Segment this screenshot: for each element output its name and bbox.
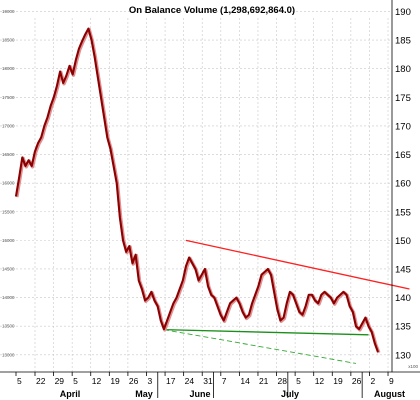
month-label: July (281, 389, 299, 399)
left-tick-label: 13000 (2, 352, 15, 357)
date-tick-label: 5 (73, 376, 78, 386)
month-label: August (374, 389, 405, 399)
date-tick-label: 19 (110, 376, 120, 386)
date-tick-label: 5 (296, 376, 301, 386)
left-tick-label: 16000 (2, 181, 15, 186)
left-tick-label: 17000 (2, 123, 15, 128)
date-tick-label: 12 (92, 376, 102, 386)
date-tick-label: 28 (278, 376, 288, 386)
date-tick-label: 5 (17, 376, 22, 386)
date-tick-label: 29 (55, 376, 65, 386)
left-tick-label: 18000 (2, 66, 15, 71)
right-tick-label: 150 (395, 236, 411, 247)
right-tick-label: 140 (395, 293, 411, 304)
date-tick-label: 26 (129, 376, 139, 386)
left-tick-label: 14000 (2, 295, 15, 300)
date-tick-label: 26 (352, 376, 362, 386)
date-tick-label: 7 (222, 376, 227, 386)
trendline (163, 328, 369, 336)
right-tick-label: 130 (395, 350, 411, 361)
right-tick-label: 170 (395, 121, 411, 132)
month-label: April (60, 389, 81, 399)
date-tick-label: 24 (185, 376, 195, 386)
left-tick-label: 15500 (2, 209, 15, 214)
dashed-trendline (163, 329, 357, 364)
right-tick-label: 185 (395, 36, 411, 47)
date-tick-label: 21 (259, 376, 269, 386)
right-tick-label: 175 (395, 93, 411, 104)
right-tick-label: 160 (395, 179, 411, 190)
left-tick-label: 18500 (2, 38, 15, 43)
date-tick-label: 3 (147, 376, 152, 386)
right-tick-label: 135 (395, 322, 411, 333)
right-tick-label: 165 (395, 150, 411, 161)
chart-title: On Balance Volume (1,298,692,864.0) (129, 5, 295, 16)
trendline-layer (163, 239, 410, 364)
series-layer (14, 27, 381, 354)
grid-layer (0, 11, 392, 372)
date-tick-label: 2 (370, 376, 375, 386)
left-tick-label: 15000 (2, 238, 15, 243)
trendline (185, 239, 410, 290)
date-tick-label: 14 (240, 376, 250, 386)
right-tick-label: 190 (395, 7, 411, 18)
date-tick-label: 9 (389, 376, 394, 386)
date-tick-label: 12 (315, 376, 325, 386)
right-tick-label: 155 (395, 207, 411, 218)
date-tick-label: 22 (36, 376, 46, 386)
month-label: May (135, 389, 153, 399)
right-tick-label: 145 (395, 264, 411, 275)
obv-line (14, 27, 379, 353)
date-tick-label: 17 (166, 376, 176, 386)
left-tick-label: 14500 (2, 266, 15, 271)
left-tick-label: 13500 (2, 324, 15, 329)
date-tick-label: 31 (203, 376, 213, 386)
right-tick-label: 180 (395, 64, 411, 75)
left-tick-label: 19000 (2, 9, 15, 14)
date-tick-label: 19 (333, 376, 343, 386)
label-layer: 1301351401451501551601651701751801851901… (2, 7, 411, 399)
month-label: June (189, 389, 210, 399)
left-tick-label: 17500 (2, 95, 15, 100)
left-tick-label: 16500 (2, 152, 15, 157)
scale-note: x100 (408, 364, 418, 369)
